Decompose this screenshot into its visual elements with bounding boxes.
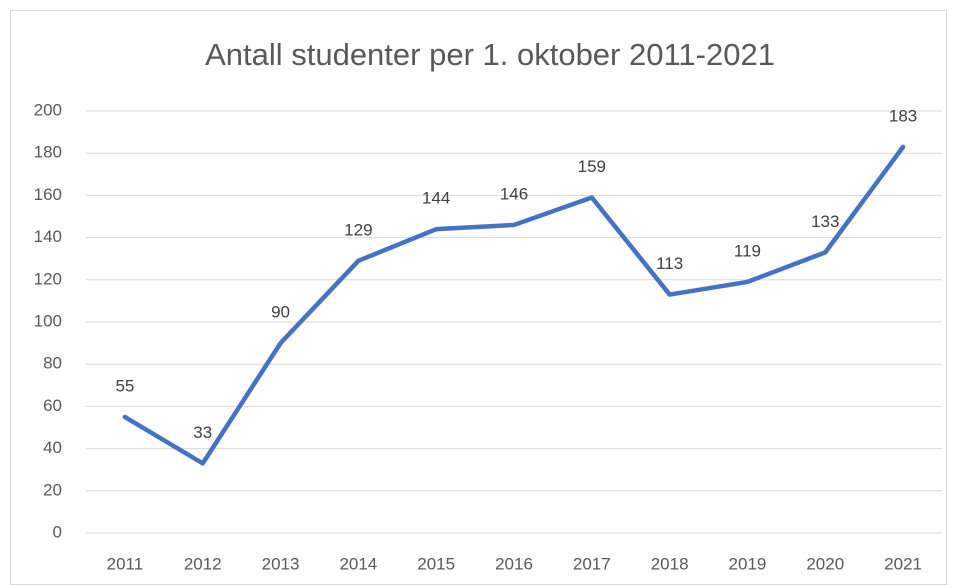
chart-border: [10, 10, 947, 585]
data-label: 129: [344, 220, 372, 239]
y-tick-label: 60: [43, 396, 62, 415]
y-tick-label: 200: [34, 100, 62, 119]
y-tick-label: 80: [43, 354, 62, 373]
x-tick-label: 2021: [884, 554, 922, 573]
data-label: 90: [271, 303, 290, 322]
x-tick-label: 2019: [729, 554, 767, 573]
data-label: 33: [193, 423, 212, 442]
x-tick-label: 2011: [107, 554, 144, 573]
chart-title: Antall studenter per 1. oktober 2011-202…: [205, 37, 775, 72]
data-label: 119: [734, 241, 761, 260]
y-tick-label: 0: [53, 522, 62, 541]
data-label: 55: [115, 376, 134, 395]
x-tick-label: 2012: [184, 554, 222, 573]
data-line: [122, 144, 906, 466]
data-label: 159: [578, 157, 606, 176]
x-tick-label: 2017: [573, 554, 611, 573]
data-label: 183: [889, 106, 917, 125]
y-tick-label: 20: [43, 480, 62, 499]
y-tick-label: 120: [34, 269, 62, 288]
x-tick-label: 2014: [339, 554, 377, 573]
y-tick-label: 140: [34, 227, 62, 246]
y-tick-label: 160: [34, 185, 62, 204]
y-tick-label: 40: [43, 438, 62, 457]
x-tick-label: 2020: [806, 554, 844, 573]
data-label: 113: [656, 254, 683, 273]
data-label: 146: [500, 184, 528, 203]
y-tick-label: 100: [34, 311, 62, 330]
data-label: 133: [811, 212, 839, 231]
y-tick-label: 180: [34, 143, 62, 162]
x-tick-label: 2018: [651, 554, 689, 573]
x-tick-label: 2016: [495, 554, 533, 573]
data-label: 144: [422, 189, 450, 208]
x-tick-label: 2015: [417, 554, 455, 573]
x-tick-label: 2013: [262, 554, 300, 573]
